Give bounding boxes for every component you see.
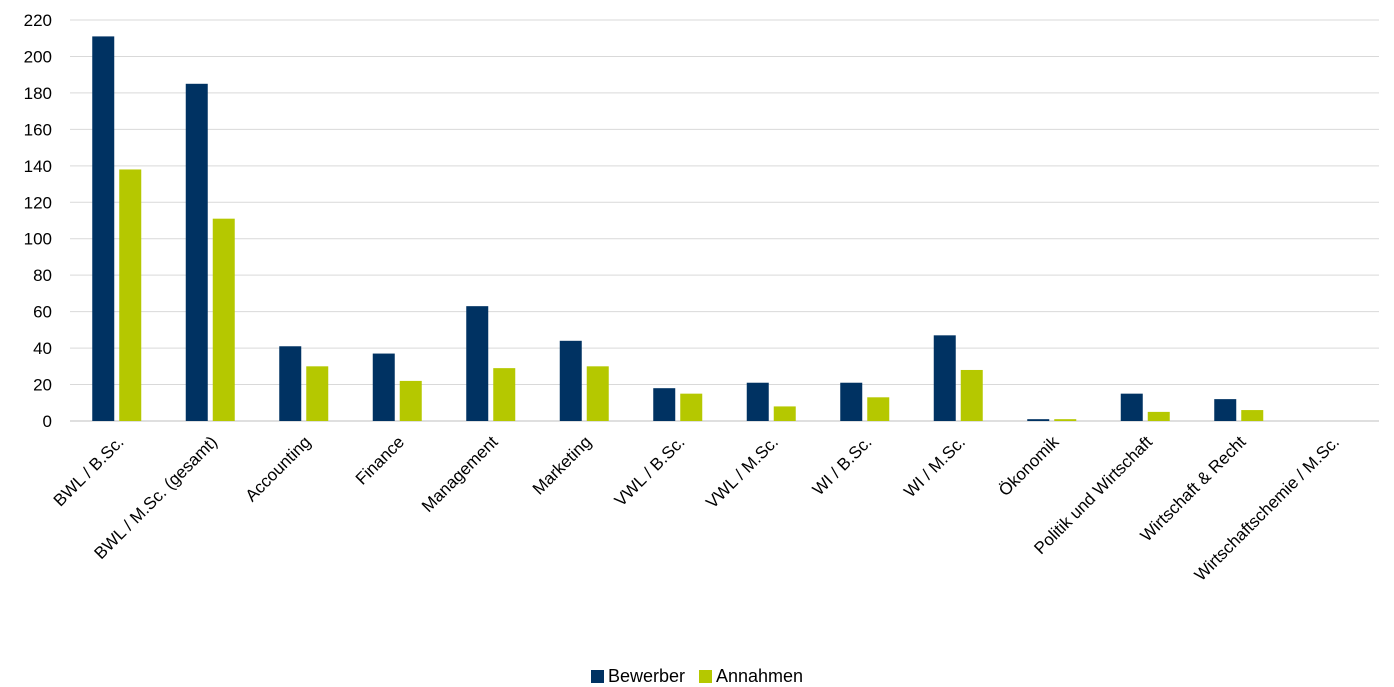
bar-bewerber-6	[653, 388, 676, 421]
x-tick-label: Ökonomik	[995, 432, 1063, 500]
bars	[92, 36, 1264, 422]
bar-annahmen-1	[212, 218, 235, 421]
bar-annahmen-11	[1147, 411, 1170, 421]
x-tick-label: Management	[418, 432, 502, 516]
bar-bewerber-5	[559, 340, 582, 421]
y-tick-label: 40	[33, 339, 52, 358]
bar-annahmen-0	[119, 169, 142, 421]
bar-bewerber-10	[1027, 419, 1050, 421]
bar-annahmen-6	[680, 393, 703, 421]
x-tick-label: VWL / B.Sc.	[611, 432, 689, 510]
bar-annahmen-9	[960, 369, 983, 421]
y-tick-label: 200	[24, 47, 52, 66]
y-tick-label: 180	[24, 84, 52, 103]
bar-annahmen-10	[1054, 419, 1077, 421]
x-axis-ticks: BWL / B.Sc.BWL / M.Sc. (gesamt) Accountin…	[50, 432, 1343, 585]
bar-annahmen-8	[867, 397, 890, 421]
bar-annahmen-12	[1241, 410, 1264, 421]
legend-label-bewerber: Bewerber	[607, 666, 685, 686]
legend-item-annahmen: Annahmen	[698, 666, 804, 687]
gridlines	[70, 19, 1379, 422]
x-tick-label: Marketing	[529, 432, 595, 498]
bar-bewerber-7	[746, 382, 769, 421]
bar-annahmen-7	[773, 406, 796, 421]
bar-bewerber-2	[279, 346, 302, 421]
x-tick-label: Finance	[352, 432, 408, 488]
y-tick-label: 100	[24, 230, 52, 249]
y-tick-label: 20	[33, 376, 52, 395]
bar-annahmen-4	[493, 368, 516, 421]
bar-bewerber-3	[372, 353, 395, 421]
bar-bewerber-1	[185, 83, 208, 421]
bar-bewerber-9	[933, 335, 956, 421]
bar-annahmen-5	[586, 366, 609, 421]
x-tick-label: Accounting	[242, 432, 315, 505]
legend-item-bewerber: Bewerber	[590, 666, 685, 687]
bar-bewerber-0	[92, 36, 115, 422]
legend: Bewerber Annahmen	[0, 666, 1394, 687]
y-tick-label: 220	[24, 11, 52, 30]
x-tick-label: BWL / B.Sc.	[50, 432, 128, 510]
y-tick-label: 80	[33, 266, 52, 285]
y-tick-label: 160	[24, 120, 52, 139]
bar-annahmen-2	[306, 366, 329, 421]
y-tick-label: 0	[43, 412, 52, 431]
legend-label-annahmen: Annahmen	[715, 666, 804, 686]
x-tick-label: WI / B.Sc.	[809, 432, 876, 499]
x-tick-label: WI / M.Sc.	[900, 432, 969, 501]
x-tick-label: VWL / M.Sc.	[702, 432, 782, 512]
legend-swatch-annahmen	[698, 670, 712, 683]
legend-swatch-bewerber	[590, 670, 604, 683]
bar-annahmen-3	[399, 380, 422, 421]
y-tick-label: 140	[24, 157, 52, 176]
y-axis-ticks: 0 20 40 60 80 100 120 140 160 180 200 220	[24, 11, 52, 431]
bar-bewerber-12	[1214, 399, 1237, 421]
bar-bewerber-4	[466, 306, 489, 421]
bar-bewerber-11	[1120, 393, 1143, 421]
bar-bewerber-8	[840, 382, 863, 421]
y-tick-label: 120	[24, 193, 52, 212]
bar-chart: 0 20 40 60 80 100 120 140 160 180 200 220 BWL / B.S…	[24, 11, 1379, 585]
y-tick-label: 60	[33, 303, 52, 322]
